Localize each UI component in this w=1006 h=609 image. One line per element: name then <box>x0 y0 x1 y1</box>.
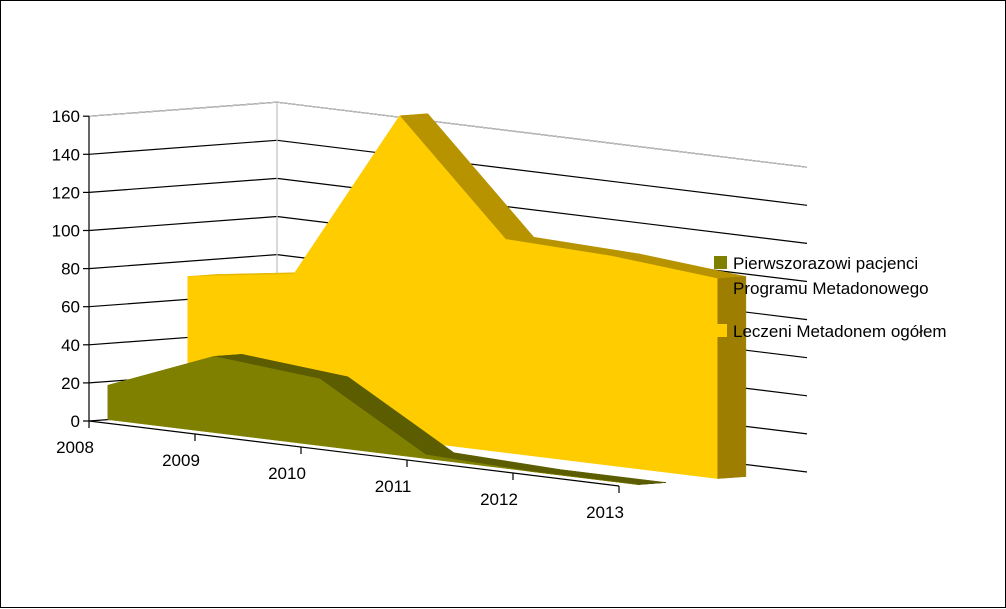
x-tick-label: 2010 <box>268 464 306 483</box>
area-end-face-1 <box>718 277 746 479</box>
y-tick-label: 20 <box>61 374 80 393</box>
legend-label: Programu Metadonowego <box>733 279 929 298</box>
x-tick-label: 2012 <box>480 490 518 509</box>
y-tick-label: 140 <box>52 145 80 164</box>
y-tick-label: 60 <box>61 298 80 317</box>
area-ridge-0 <box>532 470 666 485</box>
legend-label: Leczeni Metadonem ogółem <box>733 322 947 341</box>
legend-swatch <box>714 324 727 337</box>
y-tick-label: 160 <box>52 107 80 126</box>
y-tick-label: 80 <box>61 260 80 279</box>
x-tick-label: 2008 <box>56 438 94 457</box>
legend: Pierwszorazowi pacjenci Programu Metadono… <box>714 254 947 341</box>
y-tick-label: 0 <box>71 412 80 431</box>
series-group <box>108 114 746 485</box>
legend-label: Pierwszorazowi pacjenci <box>733 254 918 273</box>
x-tick-label: 2009 <box>162 451 200 470</box>
x-tick-label: 2013 <box>586 503 624 522</box>
y-tick-label: 120 <box>52 183 80 202</box>
y-tick-label: 40 <box>61 336 80 355</box>
legend-swatch <box>714 256 727 269</box>
y-tick-label: 100 <box>52 222 80 241</box>
x-tick-label: 2011 <box>375 477 412 496</box>
